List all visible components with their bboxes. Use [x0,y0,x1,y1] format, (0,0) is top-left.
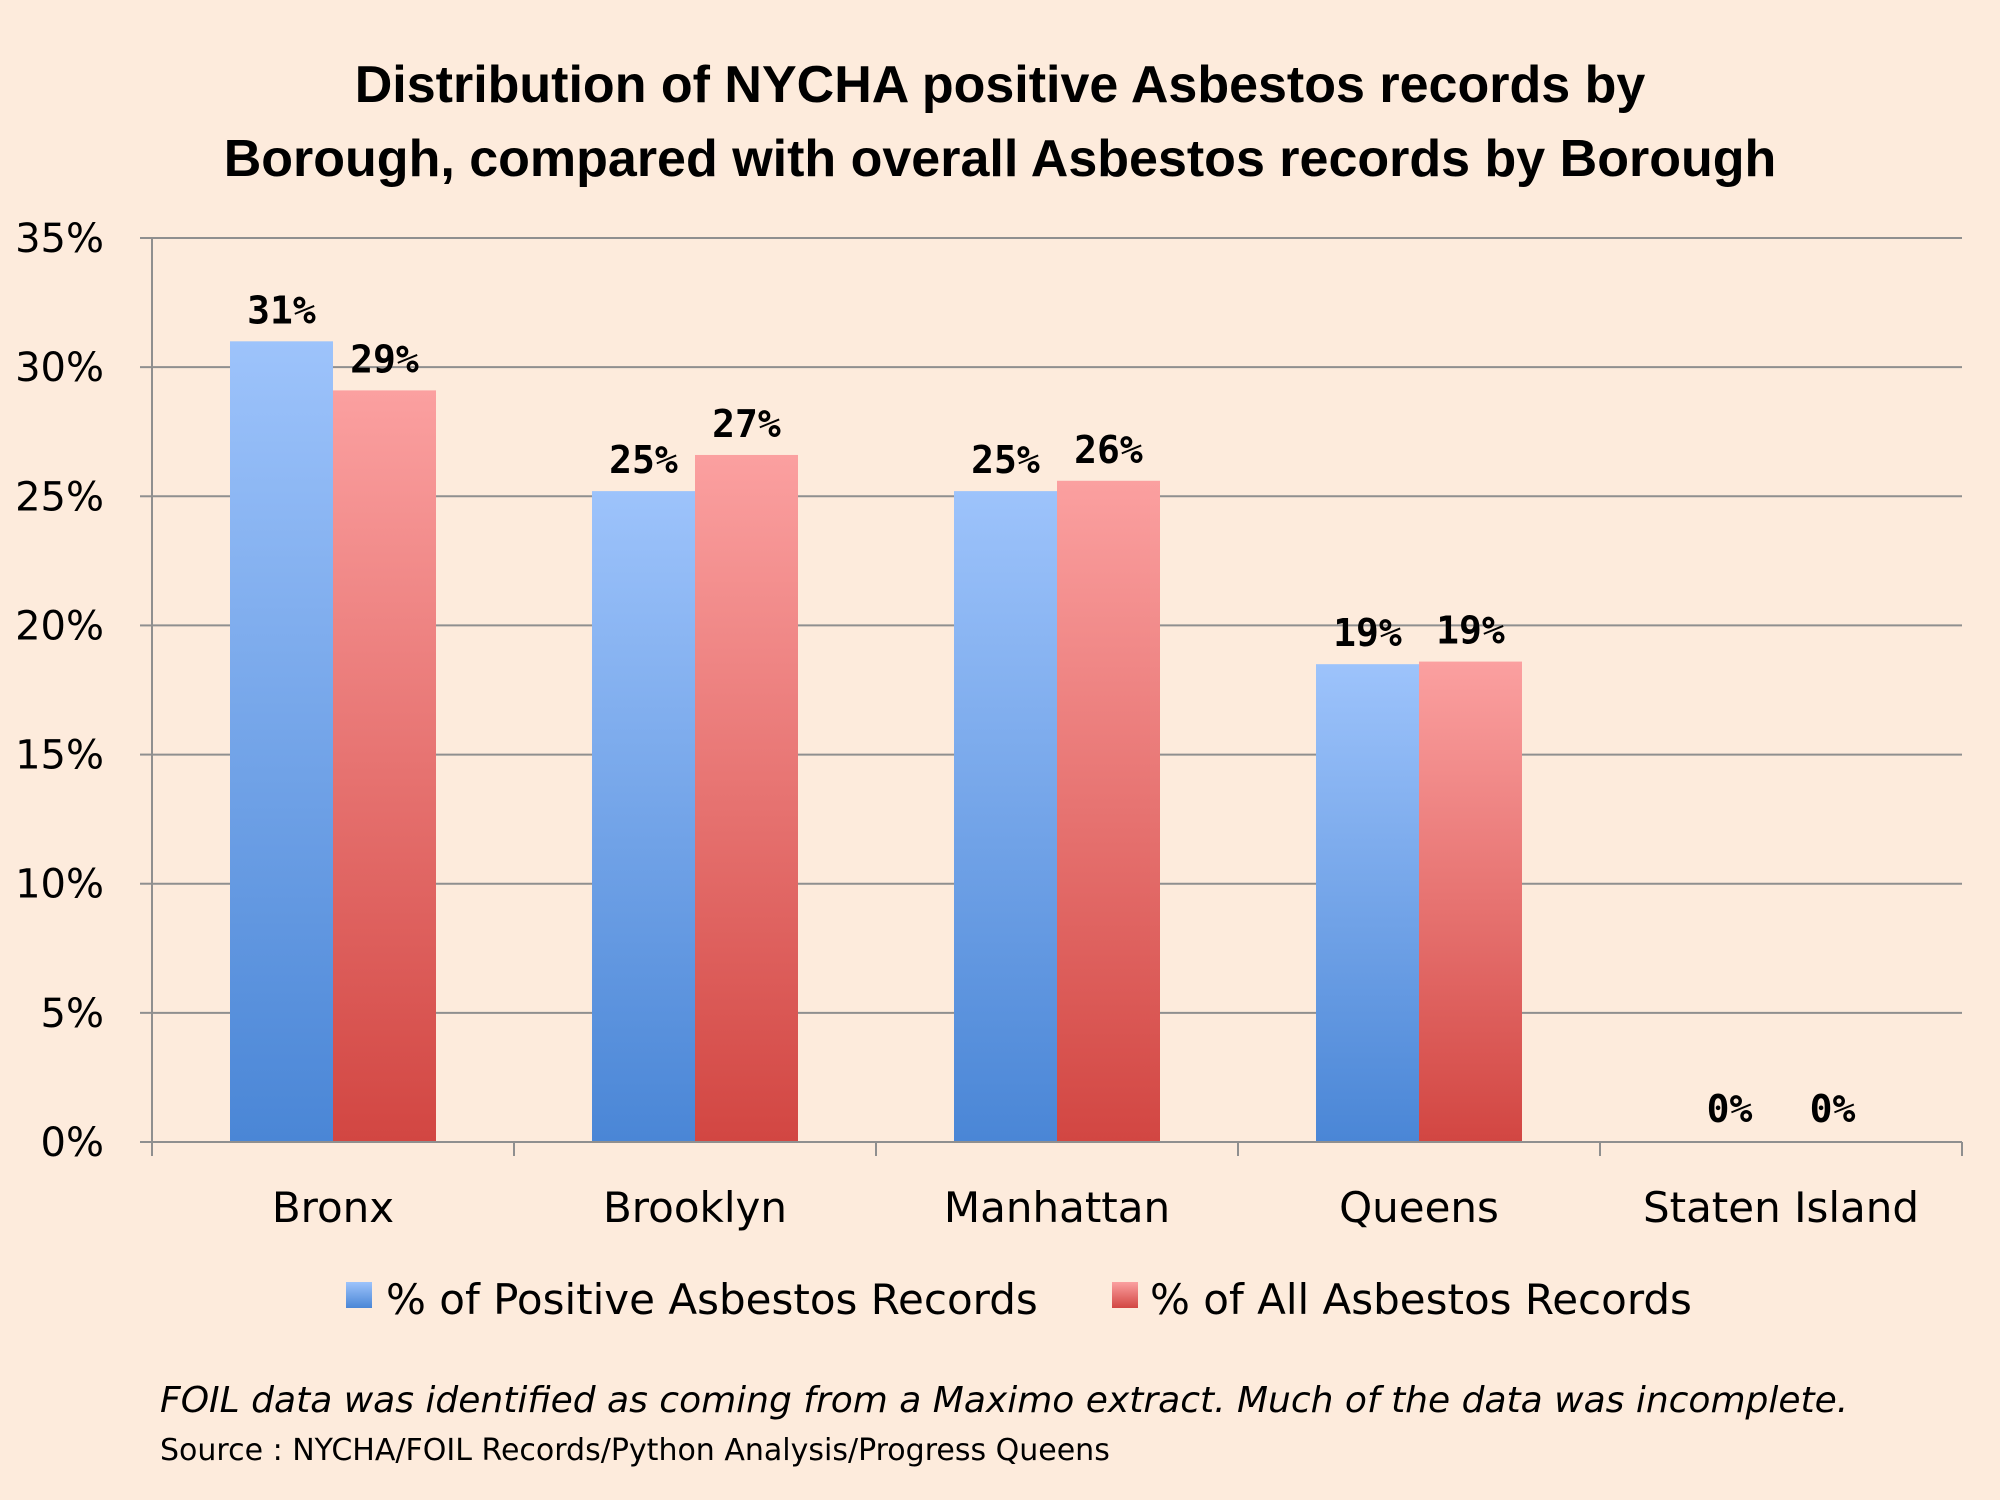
x-category-label: Bronx [272,1183,394,1232]
legend: % of Positive Asbestos Records % of All … [346,1275,1692,1324]
data-label: 26% [1074,428,1143,472]
chart-title-line-1: Distribution of NYCHA positive Asbestos … [355,56,1646,114]
data-label: 25% [609,438,678,482]
y-tick-label: 20% [15,603,104,649]
x-category-label: Queens [1339,1183,1499,1232]
y-tick-label: 25% [15,474,104,520]
y-tick-label: 30% [15,345,104,391]
chart-title-line-2: Borough, compared with overall Asbestos … [224,130,1777,188]
bars [230,341,1522,1143]
x-axis-category-labels: Bronx Brooklyn Manhattan Queens Staten Islan… [272,1183,1919,1232]
y-tick-label: 15% [15,733,104,779]
bar [954,491,1057,1142]
data-label: 0% [1810,1087,1856,1131]
chart-title: Distribution of NYCHA positive Asbestos … [224,56,1777,188]
x-category-label: Manhattan [944,1183,1170,1232]
footnote: FOIL data was identified as coming from … [160,1380,1848,1421]
source-note: Source : NYCHA/FOIL Records/Python Analy… [160,1433,1110,1468]
data-label: 19% [1333,611,1402,655]
bar [1057,480,1160,1142]
y-tick-label: 10% [15,862,104,908]
legend-label-positive: % of Positive Asbestos Records [386,1275,1038,1324]
x-category-label: Brooklyn [603,1183,787,1232]
y-tick-label: 35% [15,216,104,262]
y-axis-tick-labels: 0% 5% 10% 15% 20% 25% 30% 35% [15,216,104,1166]
data-label: 27% [712,402,781,446]
bar [1419,661,1522,1142]
bar [333,390,436,1143]
legend-swatch-positive [346,1282,372,1308]
data-label: 25% [971,438,1040,482]
x-axis [151,238,1963,1156]
bar [230,341,333,1142]
y-tick-label: 0% [41,1120,104,1166]
y-tick-label: 5% [41,991,104,1037]
data-label: 31% [247,288,316,332]
data-label: 19% [1436,609,1505,653]
bar [592,491,695,1142]
data-label: 0% [1707,1087,1753,1131]
bar [1316,664,1419,1142]
legend-swatch-all [1112,1282,1138,1308]
x-category-label: Staten Island [1643,1183,1919,1232]
data-label: 29% [350,337,419,381]
bar [695,454,798,1143]
legend-label-all: % of All Asbestos Records [1150,1275,1692,1324]
data-labels: 31% 29% 25% 27% 25% 26% 19% 19% 0% 0% [247,288,1855,1131]
